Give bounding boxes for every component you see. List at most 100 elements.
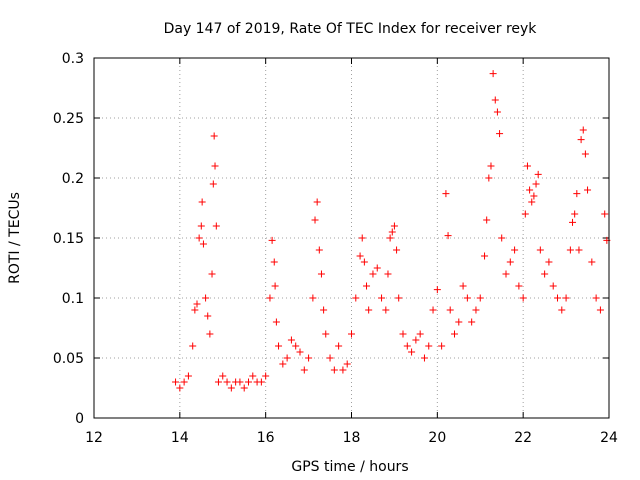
- data-point: [481, 252, 489, 260]
- data-point: [382, 306, 390, 314]
- data-point: [581, 150, 589, 158]
- data-point: [530, 192, 538, 200]
- data-point: [569, 218, 577, 226]
- data-point: [521, 210, 529, 218]
- data-point: [189, 342, 197, 350]
- data-point: [588, 258, 596, 266]
- data-point: [476, 294, 484, 302]
- data-point: [442, 190, 450, 198]
- data-point: [577, 136, 585, 144]
- data-point: [176, 384, 184, 392]
- data-point: [545, 258, 553, 266]
- data-point: [211, 162, 219, 170]
- data-point: [369, 270, 377, 278]
- data-point: [571, 210, 579, 218]
- data-point: [348, 330, 355, 338]
- data-point: [526, 186, 534, 194]
- data-point: [399, 330, 407, 338]
- data-point: [275, 342, 283, 350]
- data-point: [352, 294, 360, 302]
- x-tick-label: 24: [600, 430, 618, 446]
- data-point: [554, 294, 561, 302]
- data-point: [330, 366, 338, 374]
- data-point: [257, 378, 265, 386]
- data-point: [425, 342, 433, 350]
- data-point: [386, 234, 394, 242]
- plot-frame: [93, 57, 610, 419]
- data-point: [412, 336, 420, 344]
- data-point: [506, 258, 514, 266]
- data-point: [320, 306, 328, 314]
- data-point: [528, 198, 536, 206]
- data-point: [191, 306, 199, 314]
- data-point: [420, 354, 428, 362]
- data-point: [199, 240, 207, 248]
- data-point: [335, 342, 343, 350]
- data-point: [311, 216, 319, 224]
- data-point: [592, 294, 600, 302]
- data-point: [296, 348, 304, 356]
- data-point: [496, 130, 504, 138]
- data-point: [472, 306, 480, 314]
- data-points: [172, 70, 611, 392]
- data-point: [498, 234, 506, 242]
- data-point: [388, 228, 396, 236]
- data-point: [429, 306, 437, 314]
- x-axis-label: GPS time / hours: [291, 459, 408, 475]
- x-tick-label: 22: [514, 430, 532, 446]
- data-point: [468, 318, 476, 326]
- data-point: [403, 342, 411, 350]
- data-point: [363, 282, 371, 290]
- data-point: [446, 306, 454, 314]
- data-point: [214, 378, 222, 386]
- data-point: [378, 294, 386, 302]
- data-point: [279, 360, 287, 368]
- data-point: [360, 258, 368, 266]
- data-point: [365, 306, 373, 314]
- data-point: [485, 174, 493, 182]
- data-point: [523, 162, 531, 170]
- data-point: [549, 282, 557, 290]
- data-point: [245, 378, 252, 386]
- data-point: [272, 318, 280, 326]
- y-tick-label: 0.05: [53, 351, 84, 367]
- data-point: [193, 300, 201, 308]
- data-point: [558, 306, 566, 314]
- grid-lines: [94, 58, 609, 418]
- data-point: [287, 336, 295, 344]
- y-tick-label: 0.15: [53, 231, 84, 247]
- data-point: [210, 132, 218, 140]
- data-point: [223, 378, 231, 386]
- data-point: [358, 234, 366, 242]
- data-point: [390, 222, 398, 230]
- x-tick-label: 16: [257, 430, 275, 446]
- data-point: [408, 348, 416, 356]
- data-point: [184, 372, 192, 380]
- data-point: [532, 180, 540, 188]
- x-tick-label: 18: [343, 430, 361, 446]
- data-point: [573, 190, 581, 198]
- data-point: [459, 282, 467, 290]
- data-point: [416, 330, 424, 338]
- data-point: [180, 378, 188, 386]
- data-point: [313, 198, 321, 206]
- data-point: [356, 252, 364, 260]
- data-point: [502, 270, 510, 278]
- data-point: [489, 70, 497, 78]
- x-tick-label: 12: [85, 430, 103, 446]
- data-point: [515, 282, 523, 290]
- data-point: [438, 342, 446, 350]
- data-point: [536, 246, 544, 254]
- data-point: [596, 306, 604, 314]
- data-point: [236, 378, 244, 386]
- data-point: [212, 222, 220, 230]
- y-tick-label: 0: [75, 411, 84, 427]
- y-axis-label: ROTI / TECUs: [7, 192, 23, 284]
- data-point: [268, 236, 276, 244]
- data-point: [305, 354, 313, 362]
- data-point: [322, 330, 330, 338]
- x-tick-label: 20: [428, 430, 446, 446]
- data-point: [227, 384, 235, 392]
